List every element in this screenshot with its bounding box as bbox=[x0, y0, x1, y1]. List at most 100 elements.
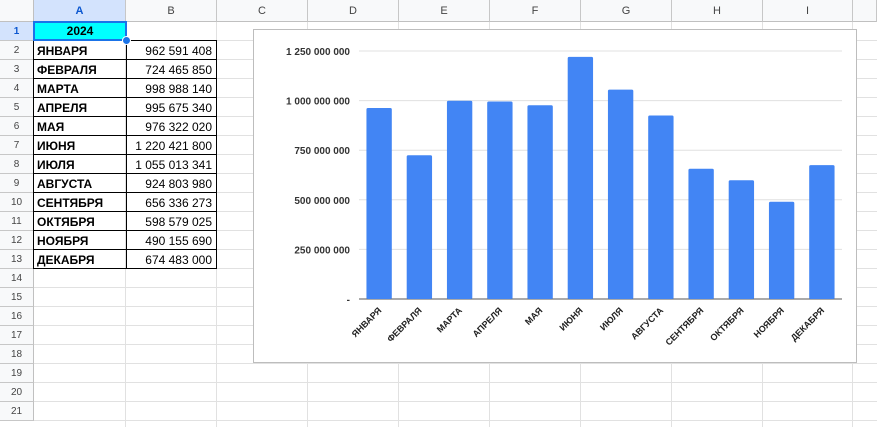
column-header-f[interactable]: F bbox=[490, 0, 581, 22]
row-header-4[interactable]: 4 bbox=[0, 79, 34, 98]
month-cell[interactable]: МАЯ bbox=[37, 119, 65, 134]
bar bbox=[648, 115, 674, 299]
grid-line bbox=[125, 22, 126, 427]
bar bbox=[567, 56, 594, 299]
row-header-1[interactable]: 1 bbox=[0, 22, 34, 41]
value-cell[interactable]: 724 465 850 bbox=[145, 62, 212, 77]
table-row-border bbox=[33, 116, 217, 117]
column-header-h[interactable]: H bbox=[672, 0, 763, 22]
table-row-border bbox=[33, 78, 217, 79]
value-cell[interactable]: 598 579 025 bbox=[145, 214, 212, 229]
grid-line bbox=[34, 363, 877, 364]
x-tick-label: ЯНВАРЯ bbox=[350, 305, 384, 339]
bar bbox=[446, 100, 473, 299]
x-tick-label: АВГУСТА bbox=[629, 305, 666, 342]
bar bbox=[366, 108, 392, 299]
column-header-i[interactable]: I bbox=[763, 0, 853, 22]
row-header-6[interactable]: 6 bbox=[0, 117, 34, 136]
row-header-17[interactable]: 17 bbox=[0, 326, 34, 345]
bar-chart[interactable]: - 250 000 000 500 000 000 750 000 000 1 000 … bbox=[253, 29, 857, 363]
chart-svg: - 250 000 000 500 000 000 750 000 000 1 000 … bbox=[286, 47, 842, 347]
value-cell[interactable]: 1 055 013 341 bbox=[135, 157, 212, 172]
row-header-5[interactable]: 5 bbox=[0, 98, 34, 117]
x-tick-label: ИЮНЯ bbox=[557, 305, 584, 332]
row-header-16[interactable]: 16 bbox=[0, 307, 34, 326]
month-cell[interactable]: ЯНВАРЯ bbox=[37, 43, 88, 58]
month-cell[interactable]: АПРЕЛЯ bbox=[37, 100, 88, 115]
y-tick-label: 500 000 000 bbox=[294, 196, 350, 207]
column-header-d[interactable]: D bbox=[308, 0, 399, 22]
row-header-19[interactable]: 19 bbox=[0, 364, 34, 383]
value-cell[interactable]: 998 988 140 bbox=[145, 81, 212, 96]
table-row-border bbox=[33, 249, 217, 250]
column-header-a[interactable]: A bbox=[34, 0, 126, 22]
month-cell[interactable]: СЕНТЯБРЯ bbox=[37, 195, 104, 210]
month-cell[interactable]: МАРТА bbox=[37, 81, 79, 96]
select-all-corner[interactable] bbox=[0, 0, 34, 22]
bar bbox=[607, 89, 634, 299]
year-header-cell[interactable]: 2024 bbox=[34, 22, 126, 40]
bar bbox=[768, 201, 795, 299]
row-header-10[interactable]: 10 bbox=[0, 193, 34, 212]
row-header-14[interactable]: 14 bbox=[0, 269, 34, 288]
y-tick-label: 750 000 000 bbox=[294, 146, 350, 157]
month-cell[interactable]: ДЕКАБРЯ bbox=[37, 252, 95, 267]
row-header-18[interactable]: 18 bbox=[0, 345, 34, 364]
value-cell[interactable]: 490 155 690 bbox=[145, 233, 212, 248]
row-header-9[interactable]: 9 bbox=[0, 174, 34, 193]
row-header-12[interactable]: 12 bbox=[0, 231, 34, 250]
x-tick-label: ФЕВРАЛЯ bbox=[385, 305, 424, 344]
value-cell[interactable]: 656 336 273 bbox=[145, 195, 212, 210]
row-header-20[interactable]: 20 bbox=[0, 383, 34, 402]
value-cell[interactable]: 924 803 980 bbox=[145, 176, 212, 191]
row-header-3[interactable]: 3 bbox=[0, 60, 34, 79]
month-cell[interactable]: НОЯБРЯ bbox=[37, 233, 89, 248]
bar bbox=[406, 155, 433, 299]
x-tick-label: ОКТЯБРЯ bbox=[708, 305, 746, 343]
table-row-border bbox=[33, 230, 217, 231]
month-cell[interactable]: ИЮНЯ bbox=[37, 138, 76, 153]
y-tick-label: 1 000 000 000 bbox=[286, 97, 350, 108]
table-row-border bbox=[33, 154, 217, 155]
month-cell[interactable]: ФЕВРАЛЯ bbox=[37, 62, 97, 77]
x-tick-label: ДЕКАБРЯ bbox=[789, 305, 827, 343]
month-cell[interactable]: ИЮЛЯ bbox=[37, 157, 75, 172]
x-tick-label: ИЮЛЯ bbox=[598, 305, 625, 332]
value-cell[interactable]: 674 483 000 bbox=[145, 252, 212, 267]
row-header-21[interactable]: 21 bbox=[0, 402, 34, 421]
value-cell[interactable]: 1 220 421 800 bbox=[135, 138, 212, 153]
value-cell[interactable]: 995 675 340 bbox=[145, 100, 212, 115]
table-row-border bbox=[33, 59, 217, 60]
row-header-7[interactable]: 7 bbox=[0, 136, 34, 155]
fill-handle[interactable] bbox=[122, 36, 131, 45]
bar bbox=[728, 180, 755, 299]
row-header-11[interactable]: 11 bbox=[0, 212, 34, 231]
bar bbox=[527, 105, 553, 299]
y-tick-label: 250 000 000 bbox=[294, 245, 350, 256]
value-cell[interactable]: 976 322 020 bbox=[145, 119, 212, 134]
grid-line bbox=[34, 420, 877, 421]
bar bbox=[809, 165, 835, 299]
value-cell[interactable]: 962 591 408 bbox=[145, 43, 212, 58]
x-tick-label: СЕНТЯБРЯ bbox=[663, 305, 705, 347]
column-header-e[interactable]: E bbox=[399, 0, 490, 22]
bar bbox=[487, 101, 513, 300]
row-header-8[interactable]: 8 bbox=[0, 155, 34, 174]
column-header-b[interactable]: B bbox=[126, 0, 217, 22]
table-row-border bbox=[33, 211, 217, 212]
column-header-g[interactable]: G bbox=[581, 0, 672, 22]
row-header-2[interactable]: 2 bbox=[0, 41, 34, 60]
y-tick-label: - bbox=[347, 295, 350, 306]
month-cell[interactable]: АВГУСТА bbox=[37, 176, 93, 191]
month-cell[interactable]: ОКТЯБРЯ bbox=[37, 214, 95, 229]
row-header-13[interactable]: 13 bbox=[0, 250, 34, 269]
x-tick-label: МАРТА bbox=[435, 305, 465, 335]
row-header-15[interactable]: 15 bbox=[0, 288, 34, 307]
column-header-c[interactable]: C bbox=[217, 0, 308, 22]
table-row-border bbox=[33, 135, 217, 136]
x-tick-label: НОЯБРЯ bbox=[752, 305, 786, 339]
grid-line bbox=[34, 401, 877, 402]
table-row-border bbox=[33, 192, 217, 193]
column-header-stub[interactable] bbox=[853, 0, 877, 22]
